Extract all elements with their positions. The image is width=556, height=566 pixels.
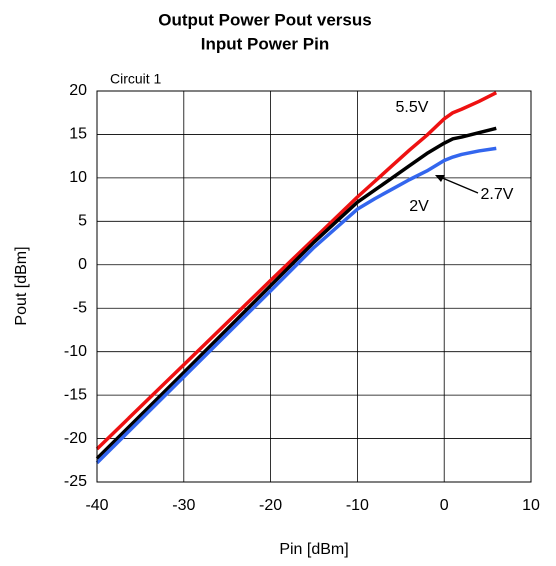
annotation: 2V [409,198,429,215]
y-tick-label: 20 [69,82,87,99]
arrow-head [435,175,445,182]
y-tick-label: -5 [73,299,87,316]
y-tick-label: 10 [69,169,87,186]
x-tick-label: 10 [522,497,540,514]
x-tick-label: -30 [172,497,195,514]
series-line [95,91,498,451]
annotation: 5.5V [396,99,429,116]
x-tick-label: -40 [85,497,108,514]
annotation: 2.7V [481,186,514,203]
x-axis-label: Pin [dBm] [279,541,348,558]
y-tick-label: 15 [69,126,87,143]
grid [96,90,532,483]
x-tick-label: -10 [346,497,369,514]
y-axis-label: Pout [dBm] [13,246,30,325]
series-line [95,126,497,460]
x-tick-label: -20 [259,497,282,514]
y-tick-label: 5 [78,213,87,230]
plot-frame [96,90,532,483]
y-tick-label: -20 [64,430,87,447]
y-tick-label: -25 [64,473,87,490]
y-tick-label: -10 [64,343,87,360]
annotation: Circuit 1 [110,71,162,87]
series-line [95,146,497,465]
x-tick-label: 0 [440,497,449,514]
lines [95,91,498,465]
arrow [439,176,479,194]
chart-title: Input Power Pin [201,34,329,53]
y-tick-label: -15 [64,386,87,403]
chart-title: Output Power Pout versus [158,10,371,29]
y-tick-label: 0 [78,256,87,273]
